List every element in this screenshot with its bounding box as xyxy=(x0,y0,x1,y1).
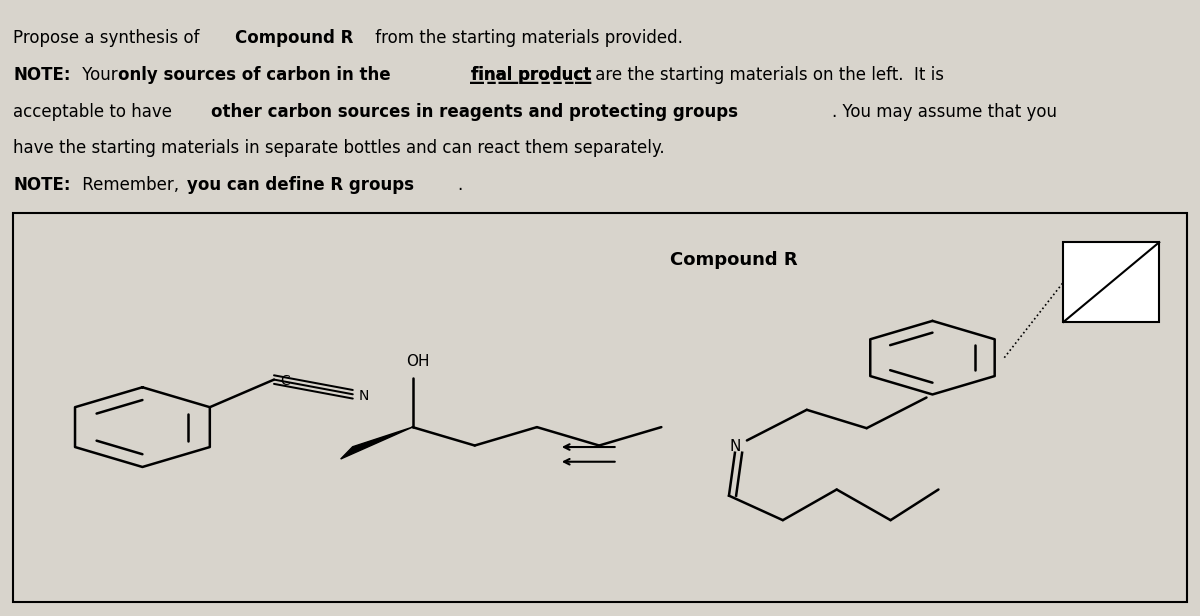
Text: .: . xyxy=(457,176,463,194)
Text: Propose a synthesis of: Propose a synthesis of xyxy=(13,29,205,47)
Text: Compound R: Compound R xyxy=(235,29,353,47)
Text: from the starting materials provided.: from the starting materials provided. xyxy=(370,29,683,47)
Text: f̲i̲n̲a̲l̲ ̲p̲r̲o̲d̲u̲c̲t̲: f̲i̲n̲a̲l̲ ̲p̲r̲o̲d̲u̲c̲t̲ xyxy=(470,66,590,84)
Text: Remember,: Remember, xyxy=(77,176,184,194)
Text: final product: final product xyxy=(470,66,590,84)
Text: C: C xyxy=(280,375,289,389)
Text: Your: Your xyxy=(77,66,122,84)
Text: only sources of carbon in the: only sources of carbon in the xyxy=(118,66,396,84)
Text: NOTE:: NOTE: xyxy=(13,176,71,194)
Text: . You may assume that you: . You may assume that you xyxy=(833,103,1057,121)
Text: NOTE:: NOTE: xyxy=(13,66,71,84)
Text: N: N xyxy=(730,439,740,454)
Text: acceptable to have: acceptable to have xyxy=(13,103,178,121)
Text: are the starting materials on the left.  It is: are the starting materials on the left. … xyxy=(590,66,944,84)
Text: have the starting materials in separate bottles and can react them separately.: have the starting materials in separate … xyxy=(13,139,665,157)
Text: Compound R: Compound R xyxy=(671,251,798,269)
FancyBboxPatch shape xyxy=(13,213,1187,602)
Text: you can define R groups: you can define R groups xyxy=(187,176,414,194)
Text: other carbon sources in reagents and protecting groups: other carbon sources in reagents and pro… xyxy=(211,103,738,121)
Text: N: N xyxy=(359,389,370,403)
Text: OH: OH xyxy=(407,354,430,369)
Polygon shape xyxy=(341,427,413,459)
Bar xyxy=(1063,242,1159,322)
